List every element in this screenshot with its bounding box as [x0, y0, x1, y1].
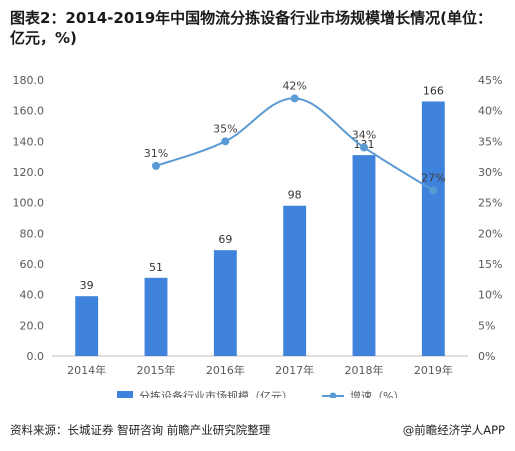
chart-title: 图表2：2014-2019年中国物流分拣设备行业市场规模增长情况(单位：亿元，%…	[10, 9, 493, 47]
brand-credit: @前瞻经济学人APP	[403, 422, 505, 438]
bar-data-labels: 39516998131166	[80, 84, 444, 292]
brand-text: @前瞻经济学人APP	[402, 423, 505, 437]
line-series	[152, 94, 438, 195]
growth-data-label: 31%	[144, 147, 168, 160]
bar-data-label: 98	[288, 189, 302, 202]
bar-data-label: 39	[80, 279, 94, 292]
line-data-labels: 31% 35% 42% 34% 27%	[144, 79, 446, 184]
legend-bar-label: 分拣设备行业市场规模（亿元）	[139, 389, 293, 398]
bar	[352, 155, 376, 356]
growth-data-label: 34%	[352, 128, 376, 141]
right-axis-tick-label: 15%	[478, 258, 502, 271]
bar	[75, 296, 99, 356]
right-axis-tick-label: 5%	[478, 319, 495, 332]
left-axis-tick-label: 120.0	[13, 166, 45, 179]
bar-data-label: 166	[423, 84, 444, 97]
right-axis-tick-label: 0%	[478, 350, 495, 363]
growth-point	[290, 94, 299, 103]
right-axis-tick-label: 25%	[478, 197, 502, 210]
right-axis-tick-label: 45%	[478, 74, 502, 87]
left-axis-tick-label: 20.0	[20, 319, 45, 332]
combo-chart: 0.0 20.0 40.0 60.0 80.0 100.0 120.0 140.0 160.0 1…	[13, 74, 502, 398]
right-axis-tick-label: 10%	[478, 289, 502, 302]
bar	[144, 277, 168, 356]
growth-point	[429, 186, 438, 195]
left-axis-tick-label: 160.0	[13, 105, 45, 118]
source-note: 资料来源：长城证券 智研咨询 前瞻产业研究院整理	[10, 423, 271, 437]
left-axis-tick-label: 100.0	[13, 197, 45, 210]
legend-bar-swatch	[117, 391, 133, 398]
growth-point	[360, 143, 368, 152]
bar	[213, 250, 237, 356]
growth-data-label: 27%	[421, 171, 445, 184]
left-axis: 0.0 20.0 40.0 60.0 80.0 100.0 120.0 140.0 160.0 1…	[13, 74, 45, 363]
right-axis-tick-label: 40%	[478, 105, 502, 118]
legend: 分拣设备行业市场规模（亿元） 增速（%）	[117, 389, 404, 398]
x-axis-tick-label: 2014年	[67, 363, 106, 377]
right-axis-tick-label: 20%	[478, 227, 502, 240]
left-axis-tick-label: 140.0	[13, 135, 45, 148]
left-axis-tick-label: 180.0	[13, 74, 45, 87]
left-axis-tick-label: 60.0	[20, 258, 45, 271]
x-axis-tick-label: 2017年	[275, 363, 314, 377]
growth-point	[221, 137, 230, 146]
growth-data-label: 35%	[213, 122, 237, 135]
left-axis-tick-label: 0.0	[27, 350, 45, 363]
right-axis: 0% 5% 10% 15% 20% 25% 30% 35% 40% 45%	[478, 74, 502, 363]
bar-data-label: 69	[218, 233, 232, 246]
legend-line-label: 增速（%）	[350, 389, 404, 398]
left-axis-tick-label: 40.0	[20, 289, 45, 302]
growth-line	[155, 97, 434, 192]
x-axis-tick-label: 2015年	[137, 363, 176, 377]
bar-data-label: 51	[149, 261, 163, 274]
bar-series	[75, 101, 445, 356]
bar	[283, 205, 307, 356]
bar	[421, 101, 445, 356]
legend-line-marker	[329, 392, 337, 398]
right-axis-tick-label: 30%	[478, 166, 502, 179]
x-axis-tick-label: 2019年	[414, 363, 453, 377]
growth-point	[152, 161, 160, 170]
x-axis: 2014年 2015年 2016年 2017年 2018年 2019年	[52, 355, 468, 377]
x-axis-tick-label: 2018年	[345, 363, 384, 377]
x-axis-tick-label: 2016年	[206, 363, 245, 377]
right-axis-tick-label: 35%	[478, 135, 502, 148]
left-axis-tick-label: 80.0	[20, 227, 45, 240]
growth-data-label: 42%	[282, 79, 306, 92]
